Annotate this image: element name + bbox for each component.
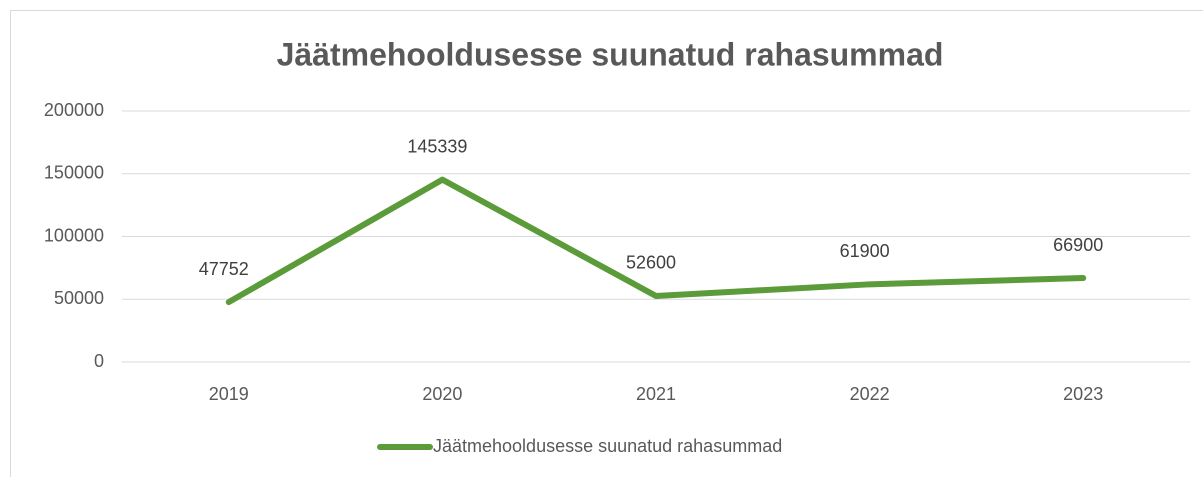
data-label: 66900 — [1053, 235, 1103, 255]
data-label: 145339 — [407, 136, 467, 156]
series-line — [225, 176, 1087, 306]
data-label: 52600 — [626, 253, 676, 273]
x-tick-label: 2020 — [422, 384, 462, 404]
chart-title: Jäätmehooldusesse suunatud rahasummad — [277, 36, 944, 72]
legend-label: Jäätmehooldusesse suunatud rahasummad — [433, 436, 782, 456]
chart-frame — [10, 10, 1203, 477]
data-label: 61900 — [840, 241, 890, 261]
x-tick-label: 2019 — [209, 384, 249, 404]
y-tick-label: 150000 — [44, 163, 104, 183]
y-tick-label: 200000 — [44, 100, 104, 120]
y-tick-label: 50000 — [54, 288, 104, 308]
data-label: 47752 — [199, 259, 249, 279]
x-tick-label: 2022 — [850, 384, 890, 404]
y-tick-label: 100000 — [44, 225, 104, 245]
x-tick-label: 2023 — [1063, 384, 1103, 404]
y-tick-label: 0 — [94, 351, 104, 371]
x-tick-label: 2021 — [636, 384, 676, 404]
